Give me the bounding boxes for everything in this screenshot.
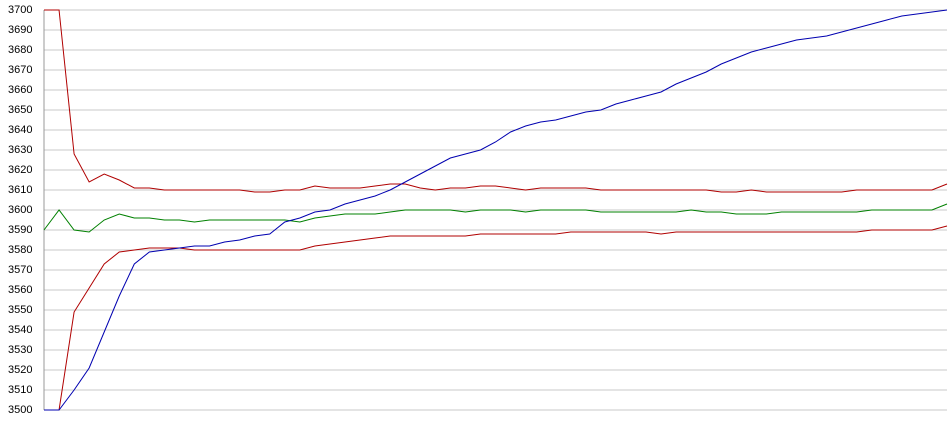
y-tick-label: 3590	[8, 224, 32, 236]
y-tick-label: 3580	[8, 244, 32, 256]
y-tick-label: 3700	[8, 4, 32, 16]
y-tick-label: 3660	[8, 84, 32, 96]
y-tick-label: 3690	[8, 24, 32, 36]
y-tick-label: 3640	[8, 124, 32, 136]
y-tick-label: 3600	[8, 204, 32, 216]
y-tick-label: 3550	[8, 304, 32, 316]
series-line	[44, 9, 948, 193]
y-tick-label: 3510	[8, 384, 32, 396]
series-line	[43, 203, 948, 233]
series-line	[44, 225, 948, 411]
series-line	[44, 9, 948, 411]
y-tick-label: 3560	[8, 284, 32, 296]
y-tick-label: 3570	[8, 264, 32, 276]
y-tick-label: 3630	[8, 144, 32, 156]
y-tick-label: 3620	[8, 164, 32, 176]
y-tick-label: 3530	[8, 344, 32, 356]
y-tick-label: 3500	[8, 404, 32, 416]
y-tick-label: 3650	[8, 104, 32, 116]
y-tick-label: 3520	[8, 364, 32, 376]
y-tick-label: 3670	[8, 64, 32, 76]
y-tick-label: 3610	[8, 184, 32, 196]
y-tick-label: 3540	[8, 324, 32, 336]
y-tick-label: 3680	[8, 44, 32, 56]
